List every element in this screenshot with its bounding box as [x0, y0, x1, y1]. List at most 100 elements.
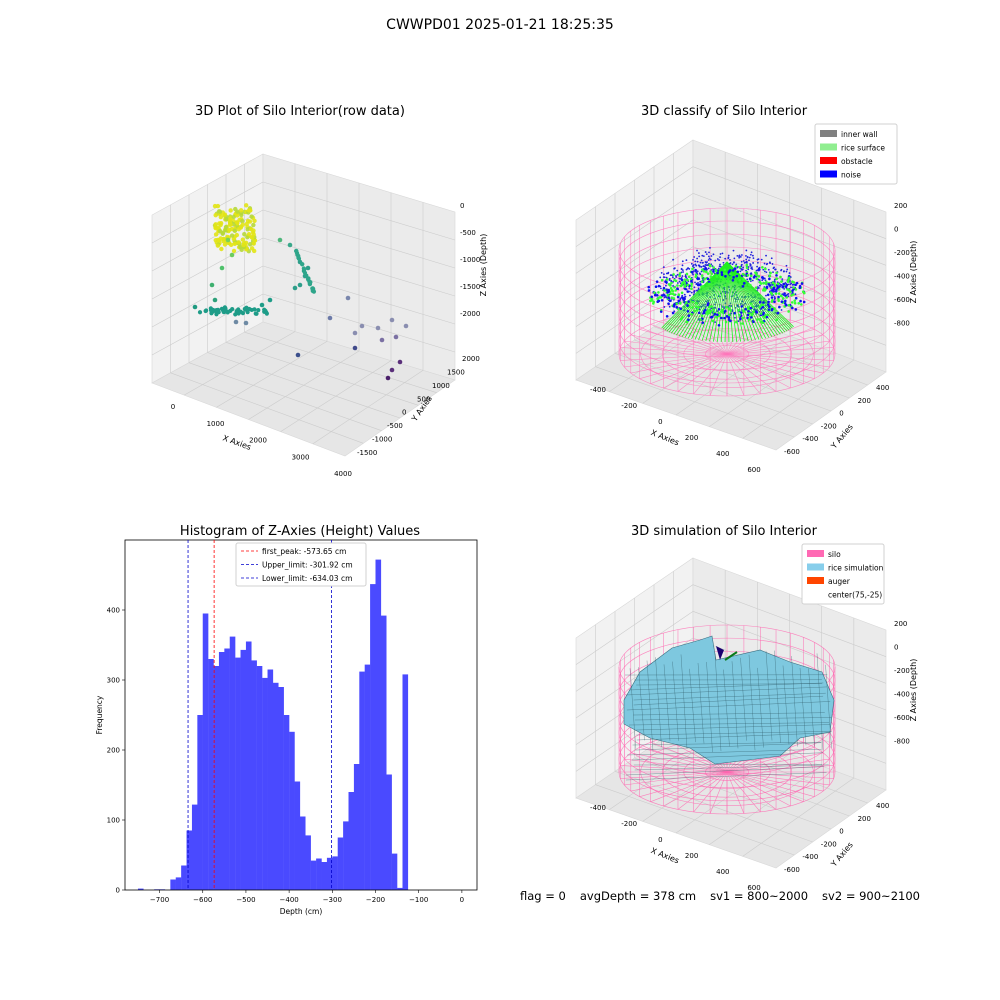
simulation-silo-spoke [650, 771, 728, 802]
raw-point [251, 248, 257, 254]
classify-noise-point [689, 294, 691, 297]
raw-gridline [151, 181, 264, 244]
classify-surface-point [761, 313, 765, 316]
classify-surface-point [706, 272, 710, 275]
classify-surface-point [736, 270, 740, 274]
classify-surface-point [705, 270, 708, 274]
simulation-mesh-line [672, 661, 679, 741]
simulation-y-tick-label: 0 [839, 828, 843, 836]
raw-point [236, 226, 241, 232]
classify-surface-point [683, 278, 687, 281]
classify-noise-point [692, 273, 694, 276]
classify-surface-point [794, 288, 798, 291]
sv2-text: sv2 = 900~2100 [822, 889, 920, 903]
simulation-mesh-line [633, 764, 823, 766]
classify-surface-point [770, 296, 774, 299]
classify-noise-point [749, 273, 752, 275]
avg-depth-text: avgDepth = 378 cm [579, 889, 697, 903]
classify-legend: inner wall rice surface obstacle noise [814, 123, 898, 185]
classify-surface-point [771, 298, 774, 302]
classify-rice-ray [726, 261, 763, 340]
classify-surface-point [738, 278, 742, 282]
raw-point [227, 227, 232, 233]
classify-surface-point [701, 285, 705, 288]
classify-surface-point [784, 285, 788, 288]
classify-surface-point [678, 274, 681, 278]
simulation-mesh-line [646, 660, 654, 752]
classify-surface-point [787, 276, 791, 280]
classify-noise-point [692, 258, 694, 261]
classify-surface-point [720, 271, 724, 274]
classify-gridline [673, 313, 868, 386]
classify-noise-point [702, 255, 705, 258]
classify-surface-point [742, 310, 746, 313]
classify-surface-point [658, 296, 661, 299]
classify-surface-point [706, 277, 710, 281]
classify-surface-point [714, 269, 718, 273]
classify-surface-point [802, 291, 806, 295]
classify-surface-point [709, 275, 713, 278]
classify-noise-point [697, 287, 700, 290]
simulation-mesh-line [731, 661, 739, 749]
raw-point [214, 312, 219, 317]
histogram-axes: −700 −600 −500 −400 −300 −200 −100 0 0 100 200 300 4… [95, 607, 464, 917]
classify-noise-point [792, 283, 795, 286]
classify-noise-point [746, 261, 748, 264]
simulation-silo-spoke [726, 771, 791, 807]
histogram-bar [186, 830, 193, 890]
classify-noise-point [693, 286, 696, 289]
classify-noise-point [750, 267, 753, 270]
classify-gridline [575, 166, 694, 247]
raw-point [211, 307, 216, 313]
simulation-silo-spoke [620, 771, 728, 779]
raw-point [219, 265, 225, 271]
histogram-x-tick-label: −400 [280, 896, 299, 904]
simulation-mesh-line [636, 732, 831, 741]
classify-noise-point [670, 280, 673, 282]
histogram-bar [402, 674, 409, 890]
histogram-bar [337, 837, 344, 890]
raw-point [215, 243, 221, 248]
simulation-mesh-line [634, 764, 829, 771]
classify-surface-point [663, 289, 666, 292]
raw-point [229, 252, 235, 258]
classify-surface-point [647, 289, 651, 292]
classify-surface-point [775, 277, 778, 280]
classify-surface-point [749, 274, 753, 278]
classify-rice-ray [705, 261, 728, 342]
histogram-bar [213, 666, 220, 890]
simulation-silo-spoke [663, 771, 728, 807]
simulation-ticks: -400-20002004006004002000-200-400-600200… [590, 620, 918, 892]
simulation-mesh-line [629, 668, 637, 751]
classify-surface-point [691, 306, 694, 309]
classify-surface-point [738, 313, 741, 317]
classify-noise-point [714, 259, 717, 262]
histogram-bar [294, 781, 301, 890]
simulation-mesh-line [628, 722, 830, 726]
histogram-bar [278, 687, 284, 890]
classify-surface-point [757, 268, 761, 271]
classify-silo-floor-ring [683, 336, 771, 372]
classify-noise-point [663, 306, 666, 308]
raw-point [215, 203, 221, 209]
classify-surface-point [724, 309, 727, 313]
classify-noise-point [756, 261, 759, 264]
classify-rice-ray [726, 261, 776, 337]
raw-z-tick-label: -500 [460, 229, 476, 237]
classify-noise-point [681, 294, 684, 297]
classify-surface-point [741, 272, 745, 276]
raw-point [228, 222, 233, 227]
classify-noise-point [752, 262, 755, 264]
raw-point [297, 282, 303, 288]
classify-legend-swatch [820, 157, 837, 164]
histogram-x-tick-label: −600 [193, 896, 212, 904]
classify-rice-ray [726, 261, 781, 335]
classify-surface-point [653, 291, 656, 294]
histogram-legend: first_peak: -573.65 cm Upper_limit: -301.… [235, 542, 367, 587]
histogram-bar [348, 792, 355, 890]
classify-surface-point [732, 276, 735, 279]
raw-point [256, 308, 261, 313]
classify-surface-point [686, 309, 690, 313]
classify-surface-point [761, 266, 764, 269]
classify-noise-point [749, 263, 751, 265]
